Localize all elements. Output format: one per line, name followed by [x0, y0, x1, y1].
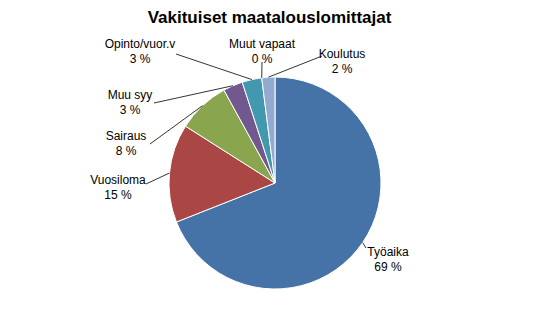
svg-text:Koulutus2 %: Koulutus2 %	[319, 47, 366, 76]
svg-text:Työaika69 %: Työaika69 %	[367, 245, 409, 274]
svg-text:Sairaus8 %: Sairaus8 %	[106, 129, 147, 158]
svg-text:Vuosiloma15 %: Vuosiloma15 %	[90, 173, 146, 202]
svg-text:Opinto/vuor.v3 %: Opinto/vuor.v3 %	[105, 37, 176, 66]
html-text:Vakituiset maatalouslomittajat: Vakituiset maatalouslomittajat	[147, 8, 392, 27]
svg-text:Muut vapaat0 %: Muut vapaat0 %	[229, 37, 296, 66]
svg-text:Muu syy3 %: Muu syy3 %	[108, 88, 153, 117]
